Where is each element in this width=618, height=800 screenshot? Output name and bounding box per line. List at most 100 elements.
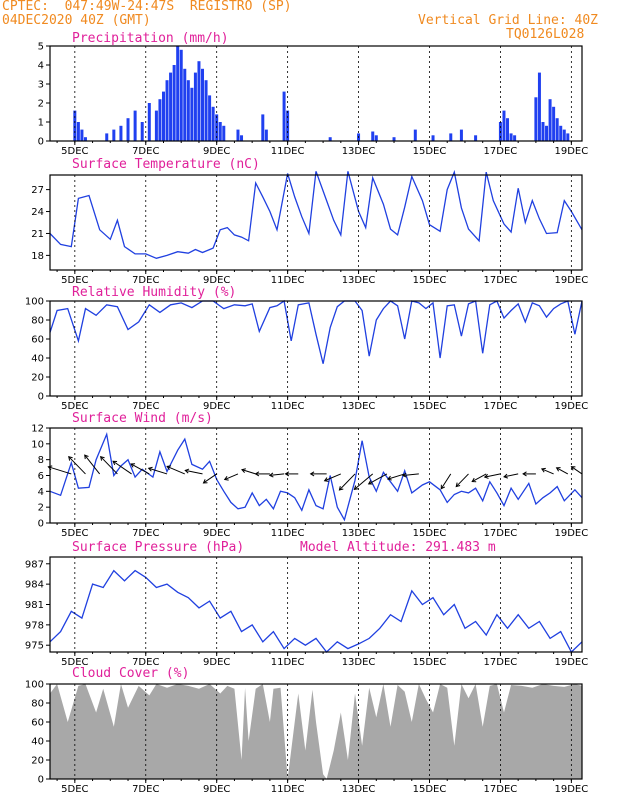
wind-arrow-head xyxy=(99,456,105,461)
y-tick-label: 0 xyxy=(38,519,44,530)
panel-title: Surface Wind (m/s) xyxy=(72,411,213,426)
precip-bar xyxy=(548,99,552,141)
wind-arrow-head xyxy=(570,466,576,471)
x-tick-label: 13DEC xyxy=(342,528,376,539)
precip-bar xyxy=(264,129,268,141)
y-tick-label: 10 xyxy=(31,439,44,450)
x-tick-label: 19DEC xyxy=(554,784,588,795)
precip-bar xyxy=(158,99,162,141)
x-tick-label: 11DEC xyxy=(271,528,305,539)
wind-arrow xyxy=(324,473,342,482)
wind-arrow xyxy=(84,454,101,475)
y-tick-label: 6 xyxy=(38,471,44,482)
wind-arrow-head xyxy=(184,468,190,474)
x-tick-label: 19DEC xyxy=(554,528,588,539)
wind-arrow-head xyxy=(455,482,461,488)
y-tick-label: 80 xyxy=(31,699,44,710)
x-tick-label: 11DEC xyxy=(271,146,305,157)
wind-arrow xyxy=(185,469,203,475)
precip-bar xyxy=(541,122,545,141)
wind-arrow-head xyxy=(440,484,446,490)
wind-arrow xyxy=(471,473,487,483)
panel-2: 18 21 24 27 5DEC 7DEC 9DEC 11DEC 13DEC 15DEC 17DEC… xyxy=(31,157,588,286)
plot-frame xyxy=(49,300,583,397)
header-date: 04DEC2020 40Z (GMT) xyxy=(2,13,151,28)
x-tick-label: 7DEC xyxy=(132,401,159,412)
y-tick-label: 975 xyxy=(25,641,44,652)
precip-bar xyxy=(555,118,559,141)
x-tick-label: 7DEC xyxy=(132,784,159,795)
x-tick-label: 9DEC xyxy=(203,528,230,539)
x-tick-label: 11DEC xyxy=(271,657,305,668)
precip-bar xyxy=(459,129,463,141)
precip-bar xyxy=(286,110,290,141)
y-tick-label: 5 xyxy=(38,42,44,53)
panel-title: Surface Temperature (nC) xyxy=(72,157,260,172)
y-tick-label: 100 xyxy=(25,297,44,308)
panel-3: 0 20 40 60 80 100 5DEC 7DEC 9DEC 11DEC 13DEC 15DEC 1… xyxy=(25,285,588,412)
y-tick-label: 100 xyxy=(25,680,44,691)
wind-arrow-head xyxy=(223,475,229,481)
y-tick-label: 0 xyxy=(38,775,44,786)
precip-bar xyxy=(218,122,222,141)
precip-bar xyxy=(562,129,566,141)
precip-bar xyxy=(413,129,417,141)
precip-bar xyxy=(374,135,378,141)
wind-arrow xyxy=(100,456,118,475)
precip-bar xyxy=(328,137,332,141)
x-tick-label: 7DEC xyxy=(132,275,159,286)
y-tick-label: 3 xyxy=(38,80,44,91)
precip-bar xyxy=(474,135,478,141)
panel-title: Surface Pressure (hPa) xyxy=(72,540,244,555)
panel-5: 975 978 981 984 987 5DEC 7DEC 9DEC 11DEC 13DEC 15D… xyxy=(25,540,588,668)
wind-arrow-head xyxy=(254,471,260,477)
wind-arrow-head xyxy=(166,465,172,470)
wind-arrow-head xyxy=(471,477,477,483)
x-tick-label: 9DEC xyxy=(203,275,230,286)
wind-arrow xyxy=(68,456,86,475)
header-grid-line: Vertical Grid Line: 40Z xyxy=(418,13,599,28)
plot-frame xyxy=(49,427,583,524)
y-tick-label: 18 xyxy=(31,251,44,262)
precip-bar xyxy=(83,137,87,141)
y-tick-label: 987 xyxy=(25,559,44,570)
wind-arrow-head xyxy=(522,471,527,477)
wind-arrow xyxy=(503,473,519,478)
x-tick-label: 13DEC xyxy=(342,275,376,286)
x-tick-label: 13DEC xyxy=(342,784,376,795)
x-tick-label: 7DEC xyxy=(132,657,159,668)
y-tick-label: 1 xyxy=(38,118,44,129)
series-line xyxy=(49,431,583,522)
y-tick-label: 40 xyxy=(31,737,44,748)
x-tick-label: 17DEC xyxy=(484,275,518,286)
precip-bar xyxy=(186,80,190,141)
wind-arrow-head xyxy=(147,466,153,472)
x-tick-label: 19DEC xyxy=(554,275,588,286)
precip-bar xyxy=(161,91,165,141)
y-tick-label: 981 xyxy=(25,600,44,611)
wind-arrow-head xyxy=(68,456,73,461)
x-tick-label: 17DEC xyxy=(484,401,518,412)
x-tick-label: 15DEC xyxy=(413,657,447,668)
precip-bar xyxy=(165,80,169,141)
wind-arrow xyxy=(556,467,569,475)
y-tick-label: 60 xyxy=(31,335,44,346)
wind-arrow xyxy=(455,473,469,487)
wind-arrow-head xyxy=(540,467,546,473)
wind-arrow xyxy=(112,460,132,475)
precip-bar xyxy=(537,72,541,141)
y-tick-label: 8 xyxy=(38,455,44,466)
precip-bar xyxy=(204,80,208,141)
wind-arrow-head xyxy=(367,480,373,485)
model-altitude: Model Altitude: 291.483 m xyxy=(300,540,496,555)
x-tick-label: 13DEC xyxy=(342,146,376,157)
wind-arrow-head xyxy=(503,473,508,479)
x-tick-label: 5DEC xyxy=(61,146,88,157)
precip-bar xyxy=(282,91,286,141)
y-tick-label: 27 xyxy=(31,185,44,196)
wind-arrow-head xyxy=(309,471,315,477)
precip-bar xyxy=(371,131,375,141)
precip-bar xyxy=(559,125,563,141)
plot-frame xyxy=(49,683,583,780)
x-tick-label: 11DEC xyxy=(271,784,305,795)
